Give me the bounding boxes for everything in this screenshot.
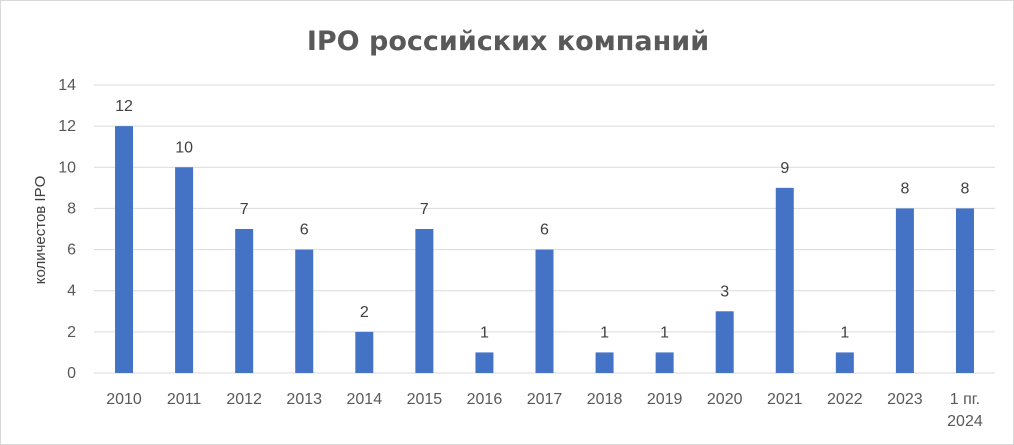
- bar-1: [175, 167, 194, 373]
- x-tick-label-2: 2012: [226, 391, 262, 408]
- bar-2: [235, 229, 254, 373]
- x-tick-label-12: 2022: [827, 391, 863, 408]
- x-tick-label-11: 2021: [767, 391, 803, 408]
- x-tick-label-1: 2011: [167, 391, 202, 408]
- bar-12: [835, 352, 854, 373]
- y-tick-label-5: 10: [58, 159, 76, 176]
- data-label-11: 9: [780, 160, 789, 177]
- data-label-9: 1: [660, 324, 669, 341]
- bar-7: [535, 249, 554, 373]
- bars: [115, 126, 974, 374]
- bar-9: [655, 352, 674, 373]
- x-tick-label-10: 2020: [707, 391, 743, 408]
- x-tick-label-6: 2016: [467, 391, 503, 408]
- data-label-1: 10: [175, 139, 193, 156]
- data-label-6: 1: [480, 324, 489, 341]
- y-tick-label-2: 4: [67, 283, 76, 300]
- data-label-10: 3: [720, 283, 729, 300]
- data-label-8: 1: [600, 324, 609, 341]
- bar-11: [775, 187, 794, 373]
- x-tick-label-4: 2014: [347, 391, 383, 408]
- y-axis-label: количестов IPO: [32, 176, 49, 285]
- y-axis-ticks: 0 2 4 6 8 10 12 14: [58, 77, 76, 382]
- data-label-12: 1: [840, 324, 849, 341]
- data-label-4: 2: [360, 304, 369, 321]
- bar-14: [955, 208, 974, 373]
- x-axis-ticks: 2010 2011 2012 2013 2014 2015 2016 2017 2018 2019…: [106, 391, 983, 430]
- bar-4: [355, 331, 374, 373]
- data-label-7: 6: [540, 222, 549, 239]
- x-tick-label-3: 2013: [286, 391, 322, 408]
- bar-13: [895, 208, 914, 373]
- y-tick-label-0: 0: [67, 365, 76, 382]
- x-tick-label-14-0: 1 пг.: [950, 391, 980, 408]
- x-tick-label-8: 2018: [587, 391, 623, 408]
- chart-title: IPO российских компаний: [307, 26, 709, 57]
- data-label-5: 7: [420, 201, 429, 218]
- y-tick-label-1: 2: [67, 324, 76, 341]
- bar-8: [595, 352, 614, 373]
- x-tick-label-7: 2017: [527, 391, 563, 408]
- x-tick-label-13: 2023: [887, 391, 923, 408]
- data-label-13: 8: [900, 180, 909, 197]
- x-tick-label-14-1: 2024: [947, 413, 983, 430]
- bar-3: [295, 249, 314, 373]
- x-tick-label-9: 2019: [647, 391, 683, 408]
- y-tick-label-6: 12: [58, 118, 76, 135]
- data-label-2: 7: [240, 201, 249, 218]
- y-tick-label-7: 14: [58, 77, 76, 94]
- bar-5: [415, 229, 434, 373]
- data-label-0: 12: [115, 98, 133, 115]
- data-label-14: 8: [961, 180, 970, 197]
- y-tick-label-3: 6: [67, 242, 76, 259]
- x-tick-label-5: 2015: [407, 391, 443, 408]
- y-tick-label-4: 8: [67, 200, 76, 217]
- x-tick-label-0: 2010: [106, 391, 142, 408]
- bar-0: [115, 126, 134, 374]
- bar-6: [475, 352, 494, 373]
- data-label-3: 6: [300, 222, 309, 239]
- bar-10: [715, 311, 734, 373]
